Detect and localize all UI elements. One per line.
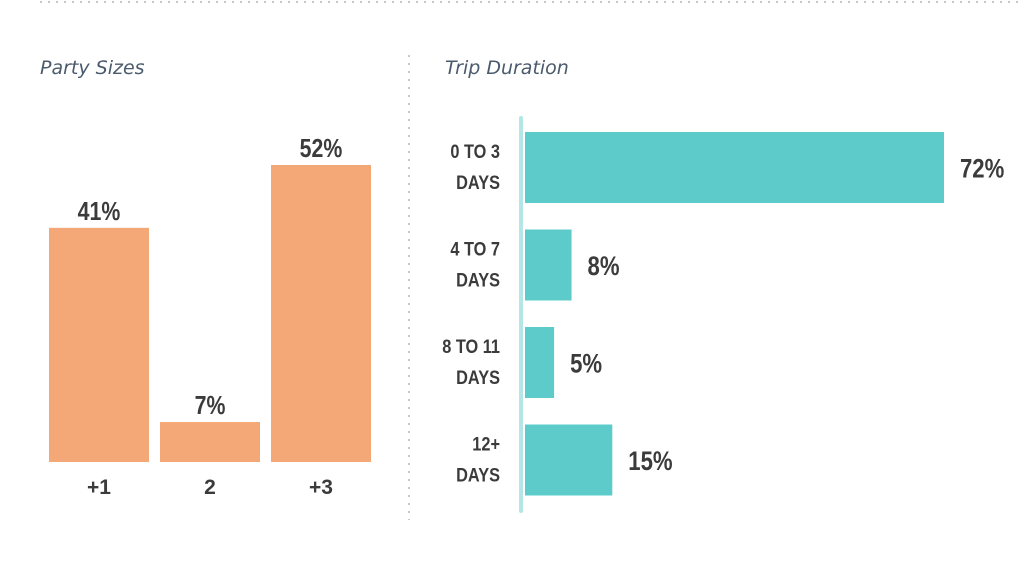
duration-category-label: DAYS [456,172,500,193]
duration-category-label: 4 TO 7 [450,238,500,259]
duration-category-label: 8 TO 11 [442,336,500,357]
party-value-label: 7% [195,391,226,421]
duration-bar-4 [525,424,613,496]
party-sizes-title: Party Sizes [40,57,145,79]
party-bar-2 [160,422,260,462]
duration-category-label: DAYS [456,464,500,485]
duration-category-label: DAYS [456,367,500,388]
duration-value-label: 15% [628,447,672,477]
party-bar-1 [49,227,149,462]
duration-category-label: DAYS [456,269,500,290]
party-category-label: +1 [87,476,111,499]
duration-bar-3 [525,327,555,398]
duration-category-label: 12+ [472,433,500,454]
duration-bar-1 [525,132,944,203]
duration-value-label: 72% [960,155,1004,185]
duration-category-label: 0 TO 3 [450,141,500,162]
party-sizes-chart: Party Sizes 41% +1 7% 2 52% +3 [40,57,371,499]
party-bar-3 [271,165,371,462]
trip-duration-title: Trip Duration [445,57,569,79]
party-value-label: 41% [78,197,121,227]
party-category-label: +3 [309,476,333,499]
duration-value-label: 8% [588,252,620,282]
party-category-label: 2 [204,476,216,499]
duration-bar-2 [525,229,572,301]
trip-duration-chart: Trip Duration 72% 0 TO 3 DAYS 8% 4 TO 7 DAYS 5… [442,57,1004,513]
duration-value-label: 5% [570,350,602,380]
party-value-label: 52% [300,134,343,164]
